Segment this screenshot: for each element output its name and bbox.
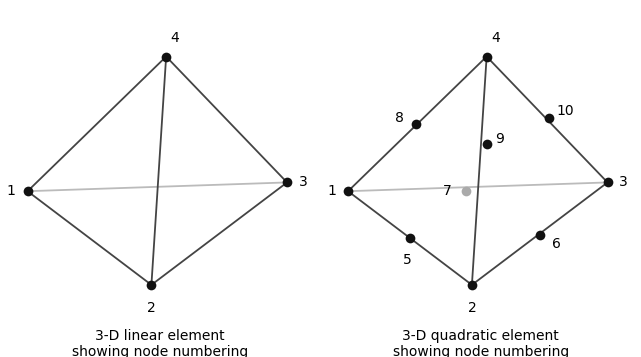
Text: 3: 3	[619, 175, 628, 190]
Text: 2: 2	[467, 301, 476, 315]
Text: 4: 4	[171, 30, 179, 45]
Text: 1: 1	[328, 184, 337, 198]
Text: 8: 8	[395, 111, 404, 125]
Text: 9: 9	[495, 131, 504, 146]
Text: 6: 6	[551, 237, 560, 251]
Text: 3-D linear element
showing node numbering: 3-D linear element showing node numberin…	[72, 329, 248, 357]
Text: 5: 5	[403, 253, 412, 267]
Text: 7: 7	[442, 184, 451, 198]
Text: 1: 1	[7, 184, 16, 198]
Text: 3: 3	[299, 175, 308, 190]
Text: 3-D quadratic element
showing node numbering: 3-D quadratic element showing node numbe…	[393, 329, 569, 357]
Text: 10: 10	[556, 104, 574, 118]
Text: 2: 2	[147, 301, 156, 315]
Text: 4: 4	[491, 30, 500, 45]
